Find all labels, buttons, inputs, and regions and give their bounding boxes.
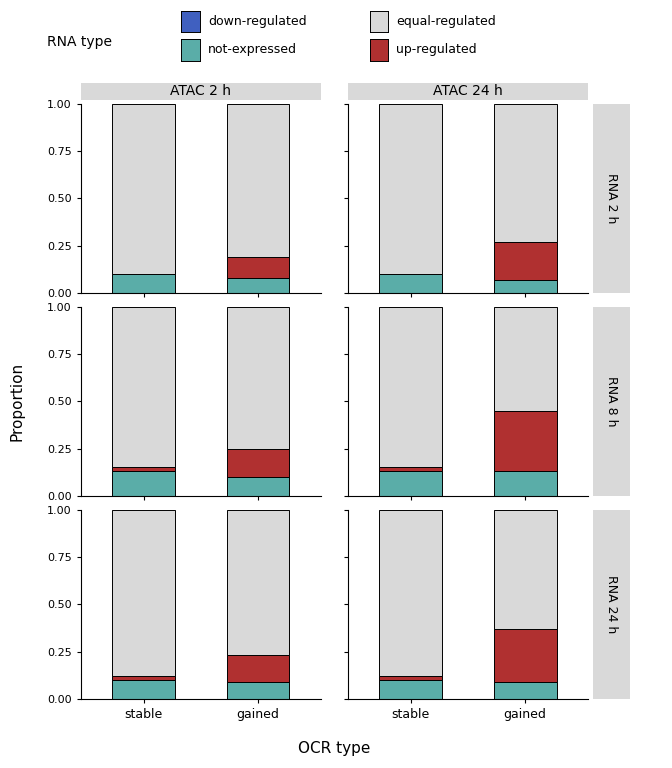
Bar: [226, 449, 290, 477]
Text: RNA 8 h: RNA 8 h: [605, 376, 618, 426]
Bar: [379, 468, 442, 472]
Bar: [379, 104, 442, 274]
Bar: [379, 680, 442, 699]
Bar: [112, 306, 175, 468]
Bar: [226, 682, 290, 699]
Bar: [494, 510, 556, 629]
Bar: [112, 676, 175, 680]
Bar: [112, 274, 175, 293]
Bar: [494, 472, 556, 496]
Bar: [494, 411, 556, 472]
Bar: [379, 306, 442, 468]
Bar: [226, 477, 290, 496]
Bar: [494, 306, 556, 411]
Text: OCR type: OCR type: [298, 741, 370, 756]
Bar: [494, 242, 556, 280]
Text: RNA 2 h: RNA 2 h: [605, 173, 618, 223]
Bar: [379, 510, 442, 676]
Text: RNA type: RNA type: [47, 35, 112, 49]
Bar: [494, 104, 556, 242]
Bar: [379, 274, 442, 293]
Bar: [112, 680, 175, 699]
Bar: [494, 629, 556, 682]
Bar: [226, 278, 290, 293]
Bar: [226, 510, 290, 655]
Bar: [112, 510, 175, 676]
Bar: [226, 306, 290, 449]
Text: down-regulated: down-regulated: [208, 15, 307, 28]
Text: ATAC 24 h: ATAC 24 h: [433, 84, 503, 98]
Bar: [112, 472, 175, 496]
Bar: [112, 104, 175, 274]
Bar: [226, 655, 290, 682]
Bar: [226, 104, 290, 257]
Bar: [494, 280, 556, 293]
Bar: [112, 468, 175, 472]
Bar: [379, 676, 442, 680]
Text: Proportion: Proportion: [9, 362, 24, 441]
Text: not-expressed: not-expressed: [208, 44, 297, 56]
Text: equal-regulated: equal-regulated: [396, 15, 496, 28]
Bar: [226, 257, 290, 278]
Bar: [494, 682, 556, 699]
Text: RNA 24 h: RNA 24 h: [605, 575, 618, 634]
Bar: [379, 472, 442, 496]
Text: ATAC 2 h: ATAC 2 h: [170, 84, 231, 98]
Text: up-regulated: up-regulated: [396, 44, 477, 56]
